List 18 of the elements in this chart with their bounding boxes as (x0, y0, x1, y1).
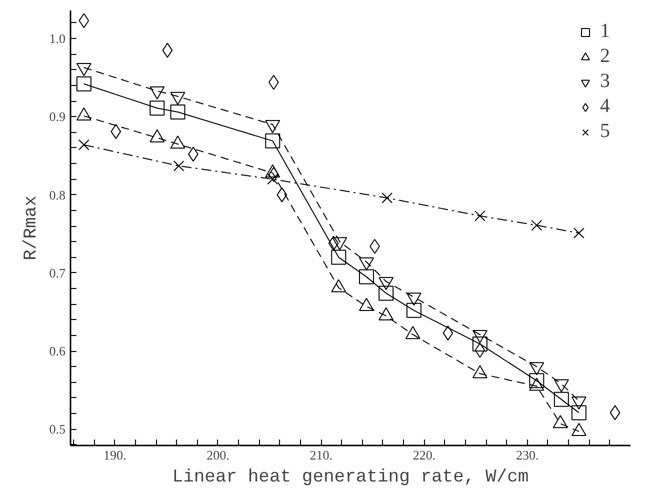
x-tick-label: 210. (310, 448, 332, 462)
legend-label: 5 (600, 120, 611, 143)
y-tick-label: 0.6 (49, 344, 66, 359)
legend-label: 3 (600, 70, 611, 93)
y-axis-title: R/Rmax (21, 196, 42, 260)
legend-label: 1 (600, 20, 611, 43)
legend-label: 4 (600, 95, 611, 118)
x-tick-label: 230. (516, 448, 539, 462)
x-tick-label: 200. (206, 448, 230, 462)
y-tick-label: 0.8 (49, 187, 66, 202)
x-axis-title: Linear heat generating rate, W/cm (172, 468, 529, 488)
x-tick-label: 220. (412, 448, 436, 462)
legend-label: 2 (600, 45, 611, 68)
y-tick-label: 0.5 (49, 422, 66, 437)
y-tick-label: 0.7 (49, 265, 66, 280)
x-tick-label: 190. (103, 448, 126, 462)
y-tick-label: 1.0 (49, 31, 66, 46)
y-tick-label: 0.9 (49, 109, 66, 124)
